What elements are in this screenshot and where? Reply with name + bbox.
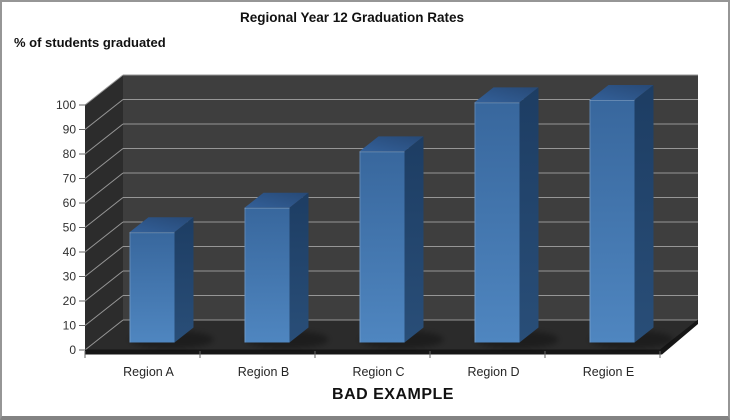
y-tick-label-10: 10 — [63, 319, 77, 333]
y-tick-label-80: 80 — [63, 147, 77, 161]
bar-top-face — [359, 136, 424, 152]
y-tick-label-30: 30 — [63, 270, 77, 284]
bar-front-face — [589, 99, 635, 343]
bar-side-face — [174, 217, 194, 343]
bar-region-b — [244, 192, 329, 349]
gridline-wall-left-10 — [84, 295, 124, 326]
bar-front-face — [129, 232, 175, 343]
bar-front-face — [359, 151, 405, 343]
y-tick-label-90: 90 — [63, 123, 77, 137]
gridline-wall-left-100 — [84, 74, 124, 106]
bar-front-face — [474, 102, 520, 343]
bar-side-face — [634, 84, 654, 343]
gridline-wall-left-60 — [84, 172, 124, 204]
chart-title: Regional Year 12 Graduation Rates — [239, 10, 465, 25]
gridline-wall-left-30 — [84, 246, 124, 277]
gridline-wall-left-80 — [84, 123, 124, 155]
y-axis-note: % of students graduated — [14, 35, 166, 50]
y-tick-label-50: 50 — [63, 221, 77, 235]
bad-example-caption: BAD EXAMPLE — [332, 386, 454, 403]
bar-side-face — [519, 87, 539, 343]
bar-region-e — [589, 84, 674, 349]
bar-top-face — [244, 192, 309, 208]
y-tick-label-40: 40 — [63, 245, 77, 259]
bar-front-face — [244, 207, 290, 343]
bar-side-face — [404, 136, 424, 343]
y-tick-label-20: 20 — [63, 294, 77, 308]
gridline-wall-left-90 — [84, 99, 124, 130]
gridline-wall-left-50 — [84, 197, 124, 228]
gridline-wall-left-20 — [84, 270, 124, 302]
y-tick-label-60: 60 — [63, 196, 77, 210]
category-label-region-e: Region E — [583, 365, 634, 379]
y-tick-label-0: 0 — [69, 343, 76, 357]
category-label-region-b: Region B — [238, 365, 289, 379]
category-label-region-d: Region D — [467, 365, 519, 379]
bar-side-face — [289, 192, 309, 343]
y-tick-label-70: 70 — [63, 172, 77, 186]
gridline-wall-left-70 — [84, 148, 124, 179]
y-tick-label-100: 100 — [56, 98, 76, 112]
floor-front-edge — [85, 319, 698, 355]
category-label-region-c: Region C — [352, 365, 404, 379]
bar-region-c — [359, 136, 444, 349]
category-label-region-a: Region A — [123, 365, 174, 379]
bar-region-d — [474, 87, 559, 349]
gridline-wall-left-40 — [84, 221, 124, 253]
bar-top-face — [129, 217, 194, 233]
bar-top-face — [474, 87, 539, 103]
bar-region-a — [129, 217, 214, 349]
bar-top-face — [589, 84, 654, 100]
gridline-wall-left-0 — [84, 319, 124, 351]
